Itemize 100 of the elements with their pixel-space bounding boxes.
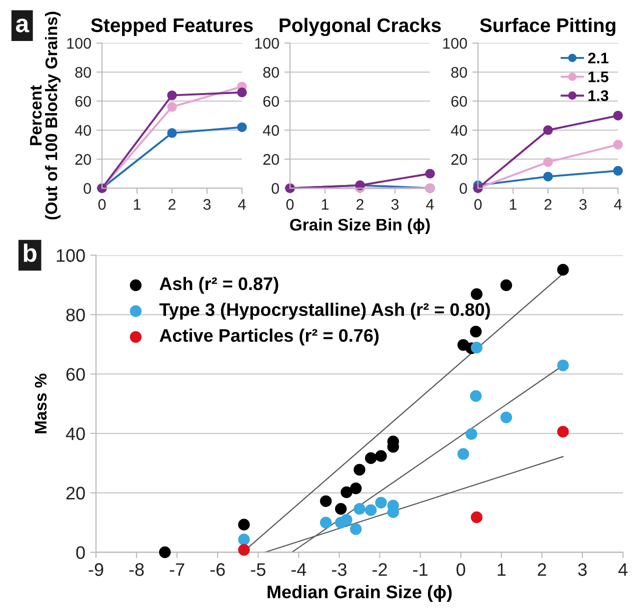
- y-axis-title: Mass %: [34, 374, 47, 434]
- point: [613, 110, 623, 120]
- y-tick-label: 20: [451, 154, 467, 165]
- y-tick-label: 100: [67, 38, 91, 49]
- y-tick-label: 80: [66, 308, 85, 322]
- x-tick-label: 1: [134, 199, 141, 210]
- point: [238, 534, 250, 546]
- y-tick-label: 80: [451, 66, 467, 78]
- point: [470, 326, 482, 338]
- x-tick-label: 2: [538, 563, 546, 576]
- x-tick-label: -2: [372, 563, 387, 576]
- legend-label: 1.3: [588, 90, 608, 102]
- point: [159, 546, 171, 558]
- point: [335, 503, 347, 515]
- point: [365, 452, 377, 464]
- y-tick-label: 80: [263, 66, 279, 78]
- point: [557, 360, 569, 372]
- x-tick-label: 4: [426, 199, 434, 210]
- y-tick-label: 100: [443, 38, 467, 49]
- x-tick-label: -6: [210, 563, 225, 576]
- x-tick-label: -8: [129, 563, 144, 576]
- y-tick-label: 60: [263, 96, 279, 107]
- point: [320, 516, 332, 528]
- y-tick-label: 40: [66, 427, 85, 440]
- x-tick-label: -7: [170, 563, 184, 576]
- y-tick-label: 80: [75, 66, 91, 78]
- x-tick-label: 2: [356, 199, 364, 210]
- x-tick-label: -5: [250, 563, 266, 576]
- legend-label: Ash (r² = 0.87): [160, 276, 278, 294]
- x-tick-label: 1: [510, 199, 517, 210]
- point: [350, 523, 362, 535]
- x-tick-label: -3: [332, 563, 346, 576]
- x-tick-label: 0: [286, 199, 294, 210]
- y-axis-title: Percent (Out of 100 Blocky Grains): [30, 12, 61, 220]
- point: [500, 412, 512, 424]
- point: [340, 514, 352, 526]
- y-tick-label: 0: [460, 183, 467, 194]
- point: [354, 464, 366, 476]
- y-tick-label: 0: [84, 183, 91, 194]
- point: [557, 264, 569, 276]
- y-tick-label: 40: [262, 125, 279, 136]
- chart-title: Stepped Features: [90, 18, 253, 36]
- point: [470, 390, 482, 402]
- point: [237, 88, 247, 98]
- text: b: [24, 244, 36, 262]
- point: [365, 504, 377, 516]
- point: [238, 518, 250, 530]
- legend-label: Type 3 (Hypocrystalline) Ash (r² = 0.80): [159, 302, 490, 320]
- point: [238, 544, 250, 556]
- legend-label: 1.5: [588, 72, 608, 82]
- point: [167, 102, 177, 112]
- point: [354, 503, 366, 515]
- point: [457, 448, 470, 460]
- point: [320, 495, 332, 508]
- point: [543, 157, 553, 167]
- point: [425, 168, 435, 179]
- point: [543, 125, 553, 135]
- y-tick-label: 20: [66, 486, 85, 500]
- x-tick-label: -9: [88, 563, 104, 576]
- y-tick-label: 40: [450, 125, 467, 136]
- point: [543, 172, 553, 182]
- x-tick-label: -4: [291, 563, 306, 576]
- point: [470, 511, 482, 524]
- y-tick-label: 0: [76, 546, 85, 559]
- point: [167, 90, 177, 100]
- y-tick-label: 0: [272, 183, 279, 194]
- x-tick-label: 1: [498, 563, 506, 576]
- x-tick-label: 2: [544, 199, 552, 210]
- point: [470, 288, 482, 300]
- y-tick-label: 20: [75, 154, 91, 165]
- x-tick-label: 4: [618, 563, 628, 576]
- x-tick-label: 0: [474, 199, 482, 210]
- x-tick-label: 3: [203, 199, 211, 210]
- y-tick-label: 40: [74, 125, 91, 136]
- x-tick-label: 4: [614, 199, 622, 210]
- x-tick-label: 3: [578, 563, 587, 576]
- chart-title: Polygonal Cracks: [280, 18, 441, 36]
- legend-label: Active Particles (r² = 0.76): [160, 328, 379, 346]
- x-tick-label: 4: [238, 199, 246, 210]
- y-tick-label: 60: [66, 368, 85, 381]
- point: [557, 426, 569, 438]
- point: [340, 486, 352, 498]
- point: [470, 342, 482, 354]
- x-tick-label: 3: [391, 199, 399, 210]
- y-tick-label: 100: [255, 38, 279, 49]
- point: [167, 128, 177, 138]
- point: [350, 482, 362, 494]
- legend-label: 2.1: [588, 52, 608, 64]
- y-tick-label: 100: [56, 249, 85, 262]
- point: [613, 140, 623, 150]
- x-axis-title: Grain Size Bin (ϕ): [290, 218, 430, 234]
- x-axis-title: Median Grain Size (ϕ): [268, 585, 452, 602]
- y-tick-label: 60: [451, 96, 467, 107]
- point: [613, 166, 623, 176]
- point: [375, 496, 387, 509]
- y-tick-label: 60: [75, 96, 91, 107]
- x-tick-label: 2: [168, 199, 176, 210]
- text: a: [16, 18, 30, 32]
- point: [500, 279, 512, 292]
- x-tick-label: -1: [413, 563, 428, 576]
